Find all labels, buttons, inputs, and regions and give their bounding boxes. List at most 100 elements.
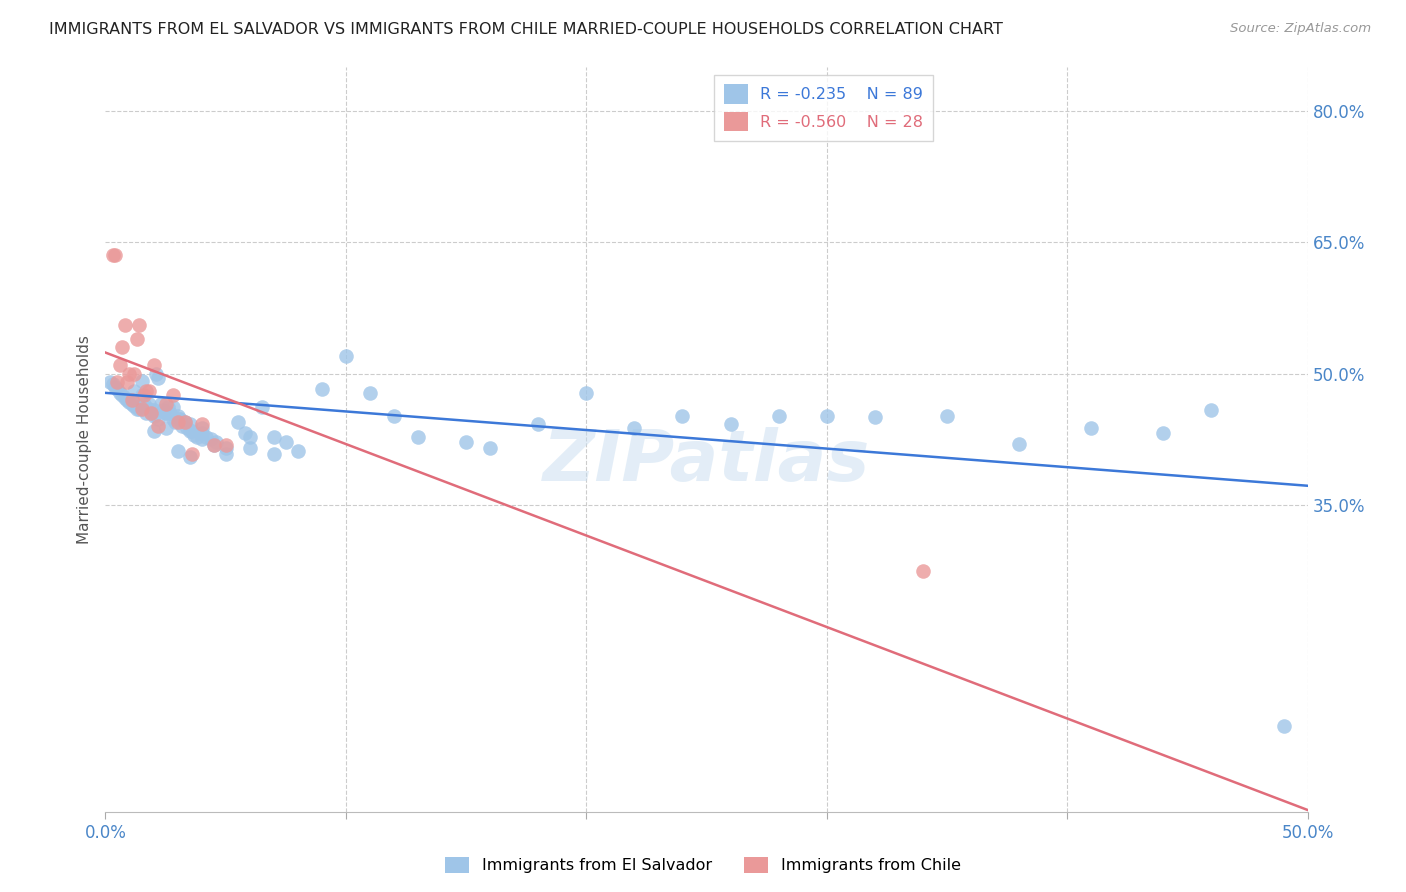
Point xyxy=(190,417,212,432)
Point xyxy=(101,377,124,392)
Point xyxy=(165,415,187,429)
Point xyxy=(142,409,165,423)
Text: ZIPatlas: ZIPatlas xyxy=(543,427,870,496)
Point xyxy=(1080,421,1102,435)
Point xyxy=(152,403,174,417)
Point xyxy=(121,397,143,411)
Point xyxy=(148,371,170,385)
Point xyxy=(527,417,550,432)
Point xyxy=(911,564,934,578)
Point xyxy=(139,406,162,420)
Legend: Immigrants from El Salvador, Immigrants from Chile: Immigrants from El Salvador, Immigrants … xyxy=(439,850,967,880)
Point xyxy=(156,400,179,414)
Point xyxy=(138,384,160,398)
Point xyxy=(166,415,188,429)
Point xyxy=(195,430,218,444)
Point xyxy=(239,441,262,455)
Point xyxy=(176,421,198,435)
Point xyxy=(128,401,150,416)
Point xyxy=(149,397,172,411)
Point xyxy=(125,332,148,346)
Text: Source: ZipAtlas.com: Source: ZipAtlas.com xyxy=(1230,22,1371,36)
Point xyxy=(190,421,212,435)
Point xyxy=(623,421,645,435)
Point xyxy=(720,417,742,432)
Point xyxy=(406,430,429,444)
Legend: R = -0.235    N = 89, R = -0.560    N = 28: R = -0.235 N = 89, R = -0.560 N = 28 xyxy=(714,75,934,141)
Point xyxy=(108,385,131,400)
Point xyxy=(138,401,160,416)
Point xyxy=(107,376,129,390)
Point xyxy=(335,349,357,363)
Point xyxy=(101,248,124,262)
Point xyxy=(1201,403,1223,417)
Point xyxy=(214,441,236,455)
Point xyxy=(118,367,141,381)
Point xyxy=(575,385,598,400)
Point xyxy=(162,388,184,402)
Point xyxy=(145,367,167,381)
Point xyxy=(155,421,177,435)
Point xyxy=(124,384,146,398)
Point xyxy=(186,430,208,444)
Point xyxy=(124,367,146,381)
Point xyxy=(181,447,204,461)
Point xyxy=(179,450,201,464)
Point xyxy=(1008,436,1031,450)
Point xyxy=(815,409,838,423)
Point xyxy=(239,430,262,444)
Point xyxy=(274,434,297,449)
Point xyxy=(142,403,165,417)
Point xyxy=(121,392,143,407)
Point xyxy=(863,410,886,425)
Point xyxy=(111,388,134,402)
Point xyxy=(169,412,191,426)
Point xyxy=(155,397,177,411)
Point xyxy=(181,424,204,438)
Point xyxy=(132,397,155,411)
Point xyxy=(287,443,309,458)
Point xyxy=(172,419,194,434)
Point xyxy=(111,340,134,354)
Point xyxy=(179,417,201,432)
Point xyxy=(183,428,205,442)
Point xyxy=(118,394,141,409)
Point xyxy=(311,383,333,397)
Text: IMMIGRANTS FROM EL SALVADOR VS IMMIGRANTS FROM CHILE MARRIED-COUPLE HOUSEHOLDS C: IMMIGRANTS FROM EL SALVADOR VS IMMIGRANT… xyxy=(49,22,1002,37)
Point xyxy=(166,409,188,423)
Point xyxy=(479,441,502,455)
Point xyxy=(202,438,225,452)
Point xyxy=(132,388,155,402)
Point xyxy=(200,433,222,447)
Point xyxy=(159,406,181,420)
Point xyxy=(104,380,127,394)
Point xyxy=(359,385,381,400)
Point xyxy=(131,388,153,402)
Point xyxy=(173,415,195,429)
Point xyxy=(131,401,153,416)
Point xyxy=(98,376,121,390)
Point xyxy=(263,447,285,461)
Point xyxy=(179,424,201,438)
Point xyxy=(142,358,165,372)
Point xyxy=(202,438,225,452)
Point xyxy=(205,434,228,449)
Point xyxy=(768,409,790,423)
Y-axis label: Married-couple Households: Married-couple Households xyxy=(76,334,91,544)
Point xyxy=(1152,426,1174,441)
Point xyxy=(139,406,162,420)
Point xyxy=(166,412,188,426)
Point xyxy=(135,384,157,398)
Point xyxy=(382,409,405,423)
Point xyxy=(226,415,249,429)
Point xyxy=(104,248,127,262)
Point xyxy=(135,406,157,420)
Point xyxy=(115,392,138,407)
Point xyxy=(125,401,148,416)
Point xyxy=(155,406,177,420)
Point xyxy=(138,397,160,411)
Point xyxy=(108,358,131,372)
Point xyxy=(142,424,165,438)
Point xyxy=(190,426,212,441)
Point xyxy=(214,447,236,461)
